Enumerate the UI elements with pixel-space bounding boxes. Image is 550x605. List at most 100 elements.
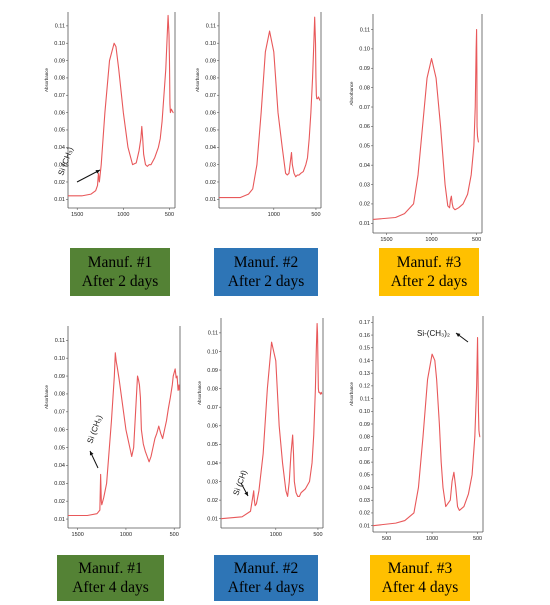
y-tick-label: 0.04 (207, 461, 218, 467)
y-axis-title: Absorbance (44, 68, 49, 93)
y-tick-label: 0.01 (54, 517, 65, 523)
y-tick-label: 0.11 (360, 396, 370, 402)
y-tick-label: 0.04 (54, 463, 65, 469)
y-tick-label: 0.06 (54, 110, 65, 116)
annotation-arrow (240, 482, 249, 497)
y-tick-label: 0.03 (54, 481, 65, 487)
y-tick-label: 0.11 (360, 27, 370, 33)
y-tick-label: 0.06 (54, 427, 65, 433)
y-tick-label: 0.03 (207, 479, 218, 485)
annotation-arrow (76, 169, 101, 183)
x-tick-label: 500 (472, 237, 481, 243)
spectrum-panel-1: 0.01 0.02 0.03 0.04 0.05 0.06 0.07 0.08 0.09 0.10… (40, 8, 180, 223)
sample-label-3-manufacturer: Manuf. #3 (396, 254, 462, 271)
y-tick-label: 0.11 (55, 24, 65, 30)
y-tick-label: 0.09 (359, 422, 370, 428)
spectrum-chart-3: 0.01 0.02 0.03 0.04 0.05 0.06 0.07 0.08 0.09 0.10… (349, 14, 483, 243)
y-tick-label: 0.10 (54, 41, 65, 47)
y-tick-label: 0.15 (359, 346, 370, 352)
y-tick-label: 0.03 (359, 498, 370, 504)
x-tick-label: 500 (165, 212, 174, 218)
y-tick-label: 0.07 (205, 93, 216, 99)
y-tick-label: 0.10 (54, 356, 65, 362)
annotation-arrow (89, 450, 99, 469)
spectrum-chart-4: 0.01 0.02 0.03 0.04 0.05 0.06 0.07 0.08 0.09 0.10… (44, 326, 181, 538)
absorbance-series-line (372, 337, 481, 527)
y-tick-label: 0.08 (359, 435, 370, 441)
spectrum-panel-5: 0.01 0.02 0.03 0.04 0.05 0.06 0.07 0.08 0.09 0.10… (193, 318, 333, 543)
sample-label-1: Manuf. #1 After 2 days (70, 248, 170, 296)
absorbance-series-line (68, 352, 181, 517)
y-tick-label: 0.09 (207, 368, 218, 374)
y-tick-label: 0.16 (359, 333, 370, 339)
y-tick-label: 0.08 (359, 85, 370, 91)
y-tick-label: 0.09 (359, 66, 370, 72)
y-tick-label: 0.09 (54, 58, 65, 64)
y-tick-label: 0.08 (54, 76, 65, 82)
x-tick-label: 500 (313, 532, 322, 538)
y-tick-label: 0.07 (359, 447, 370, 453)
sample-label-6-manufacturer: Manuf. #3 (387, 560, 453, 577)
spectrum-chart-2: 0.01 0.02 0.03 0.04 0.05 0.06 0.07 0.08 0.09 0.10… (195, 12, 322, 218)
spectrum-chart-5: 0.01 0.02 0.03 0.04 0.05 0.06 0.07 0.08 0.09 0.10… (197, 318, 324, 538)
x-tick-label: 1000 (270, 532, 282, 538)
x-tick-label: 500 (170, 532, 179, 538)
spectrum-panel-3: 0.01 0.02 0.03 0.04 0.05 0.06 0.07 0.08 0.09 0.10… (345, 8, 490, 243)
sample-label-6: Manuf. #3 After 4 days (370, 555, 470, 601)
y-tick-label: 0.09 (54, 374, 65, 380)
y-tick-label: 0.08 (54, 392, 65, 398)
y-tick-label: 0.04 (359, 163, 370, 169)
y-axis-title: Absorbance (44, 385, 49, 410)
y-tick-label: 0.05 (54, 445, 65, 451)
y-tick-label: 0.05 (359, 144, 370, 150)
y-tick-label: 0.11 (208, 331, 218, 337)
y-tick-label: 0.03 (359, 182, 370, 188)
y-tick-label: 0.08 (207, 386, 218, 392)
sample-label-1-duration: After 2 days (81, 273, 159, 290)
y-tick-label: 0.02 (359, 202, 370, 208)
absorbance-series-line (372, 28, 479, 220)
sample-label-5-duration: After 4 days (227, 579, 305, 596)
y-axis-title: Absorbance (349, 382, 354, 407)
y-tick-label: 0.08 (205, 76, 216, 82)
y-tick-label: 0.06 (359, 460, 370, 466)
annotation-arrow (455, 332, 469, 343)
sample-label-2-duration: After 2 days (227, 273, 305, 290)
sample-label-3: Manuf. #3 After 2 days (379, 248, 479, 296)
y-tick-label: 0.02 (54, 180, 65, 186)
y-axis-title: Absorbance (349, 81, 354, 106)
y-tick-label: 0.07 (54, 93, 65, 99)
x-tick-label: 500 (311, 212, 320, 218)
spectrum-chart-6: 0.01 0.02 0.03 0.04 0.05 0.06 0.07 0.08 0.09 0.10… (349, 316, 484, 542)
x-tick-label: 1000 (425, 237, 437, 243)
y-tick-label: 0.17 (359, 320, 370, 326)
absorbance-series-line (68, 14, 174, 197)
x-tick-label: 1000 (268, 212, 280, 218)
y-tick-label: 0.01 (359, 523, 370, 529)
si-ch3-2-annotation: Si-(CH₃)₂ (417, 329, 450, 338)
y-tick-label: 0.07 (207, 405, 218, 411)
sample-label-4: Manuf. #1 After 4 days (57, 555, 164, 601)
y-tick-label: 0.01 (207, 517, 218, 523)
y-tick-label: 0.04 (205, 145, 216, 151)
y-tick-label: 0.11 (206, 24, 216, 30)
y-tick-label: 0.13 (359, 371, 370, 377)
sample-label-3-duration: After 2 days (390, 273, 468, 290)
x-tick-label: 1500 (72, 532, 84, 538)
y-tick-label: 0.09 (205, 58, 216, 64)
y-tick-label: 0.11 (55, 338, 65, 344)
si-ch3-annotation: Si (CH₃) (85, 414, 104, 445)
spectrum-panel-4: 0.01 0.02 0.03 0.04 0.05 0.06 0.07 0.08 0.09 0.10… (40, 318, 185, 543)
sample-label-2-manufacturer: Manuf. #2 (233, 254, 299, 271)
y-tick-label: 0.06 (359, 124, 370, 130)
x-tick-label: 1000 (120, 532, 132, 538)
y-axis-title: Absorbance (195, 68, 200, 93)
y-tick-label: 0.02 (205, 180, 216, 186)
sample-label-6-duration: After 4 days (381, 579, 459, 596)
y-tick-label: 0.02 (359, 511, 370, 517)
sample-label-5-manufacturer: Manuf. #2 (233, 560, 299, 577)
y-tick-label: 0.02 (54, 499, 65, 505)
y-tick-label: 0.01 (205, 197, 216, 203)
y-tick-label: 0.05 (54, 128, 65, 134)
y-tick-label: 0.05 (359, 473, 370, 479)
